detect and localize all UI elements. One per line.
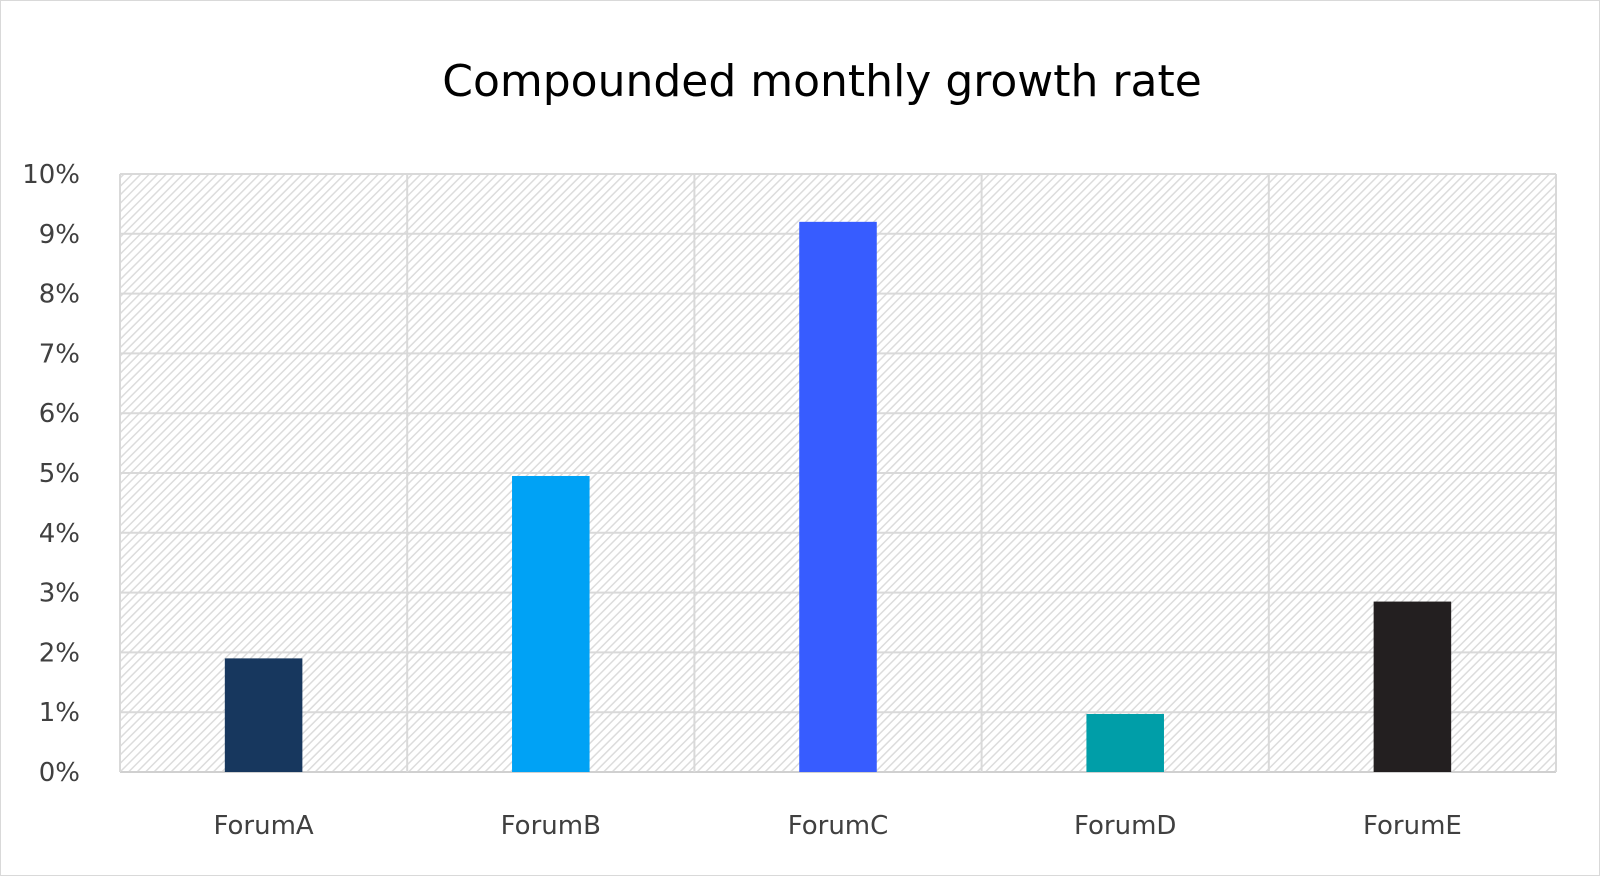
x-axis-labels: ForumA ForumB ForumC ForumD ForumE	[213, 811, 1461, 841]
bars	[224, 221, 1452, 773]
x-tick-label: ForumB	[501, 811, 601, 841]
bar-forumc	[799, 221, 877, 773]
bar-forumb	[512, 475, 590, 772]
bar-foruma	[224, 658, 303, 772]
y-tick-label: 3%	[39, 579, 80, 609]
bar-forume	[1373, 601, 1452, 772]
chart-title: Compounded monthly growth rate	[442, 56, 1202, 107]
y-tick-label: 6%	[39, 399, 80, 429]
bar-forumd	[1086, 713, 1164, 772]
x-tick-label: ForumC	[788, 811, 889, 841]
y-tick-label: 8%	[39, 280, 80, 310]
y-tick-label: 0%	[39, 758, 80, 788]
y-tick-label: 4%	[39, 519, 80, 549]
x-tick-label: ForumD	[1074, 811, 1176, 841]
y-tick-label: 10%	[22, 160, 80, 190]
y-tick-label: 1%	[39, 698, 80, 728]
y-tick-label: 2%	[39, 638, 80, 668]
x-tick-label: ForumE	[1363, 811, 1462, 841]
y-tick-label: 9%	[39, 220, 80, 250]
y-tick-label: 7%	[39, 339, 80, 369]
y-axis-ticks: 0% 1% 2% 3% 4% 5% 6% 7% 8% 9% 10%	[22, 160, 80, 788]
x-tick-label: ForumA	[213, 811, 313, 841]
y-tick-label: 5%	[39, 459, 80, 489]
